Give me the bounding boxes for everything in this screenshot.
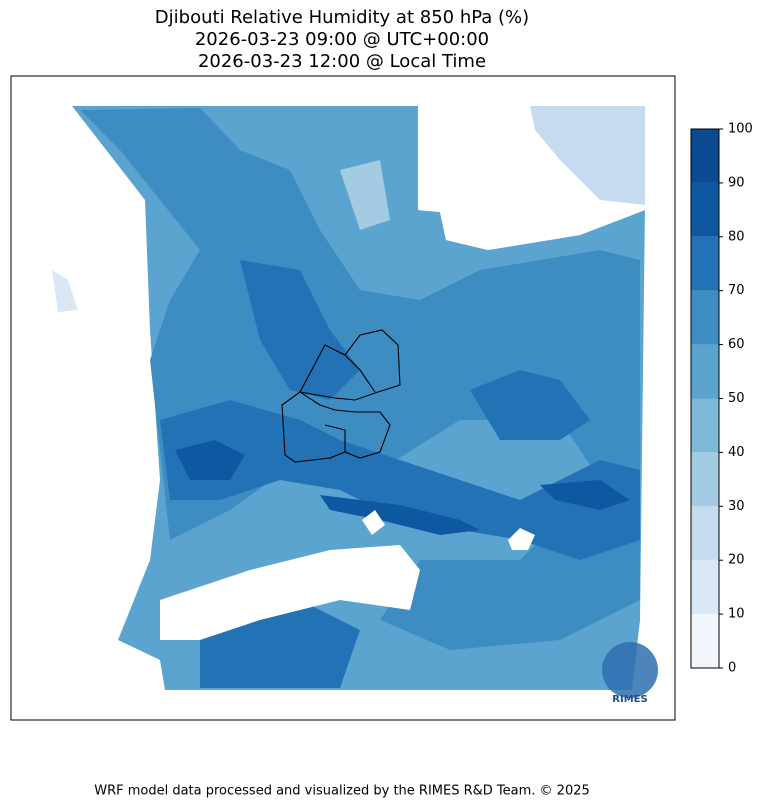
colorbar-tick-label: 20	[728, 553, 745, 568]
colorbar-segment	[691, 290, 719, 345]
colorbar-tick-label: 50	[728, 391, 745, 406]
title-line: 2026-03-23 09:00 @ UTC+00:00	[195, 29, 489, 50]
humidity-field	[80, 108, 640, 650]
colorbar-segment	[691, 560, 719, 615]
colorbar-tick-label: 0	[728, 661, 736, 676]
colorbar-segment	[691, 506, 719, 561]
title-line: 2026-03-23 12:00 @ Local Time	[198, 51, 486, 72]
logo: RIMES	[602, 642, 658, 705]
colorbar-segment	[691, 129, 719, 183]
colorbar-tick-label: 90	[728, 175, 745, 190]
colorbar-segment	[691, 398, 719, 453]
colorbar-tick-label: 80	[728, 229, 745, 244]
colorbar-tick-label: 60	[728, 337, 745, 352]
colorbar-segment	[691, 452, 719, 507]
country-border	[281, 329, 401, 463]
logo-text: RIMES	[612, 694, 647, 705]
colorbar: 0 10 20 30 40 50 60 70 80 90 100	[690, 122, 753, 676]
humidity-field	[530, 106, 645, 205]
colorbar-segment	[691, 344, 719, 399]
colorbar-tick-label: 30	[728, 499, 745, 514]
footer: WRF model data processed and visualized …	[94, 784, 590, 799]
colorbar-tick-label: 100	[728, 122, 753, 137]
colorbar-segment	[691, 182, 719, 237]
map: RIMES	[10, 75, 676, 721]
title-line: Djibouti Relative Humidity at 850 hPa (%…	[155, 7, 529, 28]
colorbar-tick-label: 70	[728, 283, 745, 298]
colorbar-tick-label: 10	[728, 607, 745, 622]
humidity-field	[52, 270, 78, 312]
colorbar-tick-label: 40	[728, 445, 745, 460]
colorbar-segment	[691, 614, 719, 668]
humidity-field	[175, 440, 630, 535]
colorbar-segment	[691, 236, 719, 291]
